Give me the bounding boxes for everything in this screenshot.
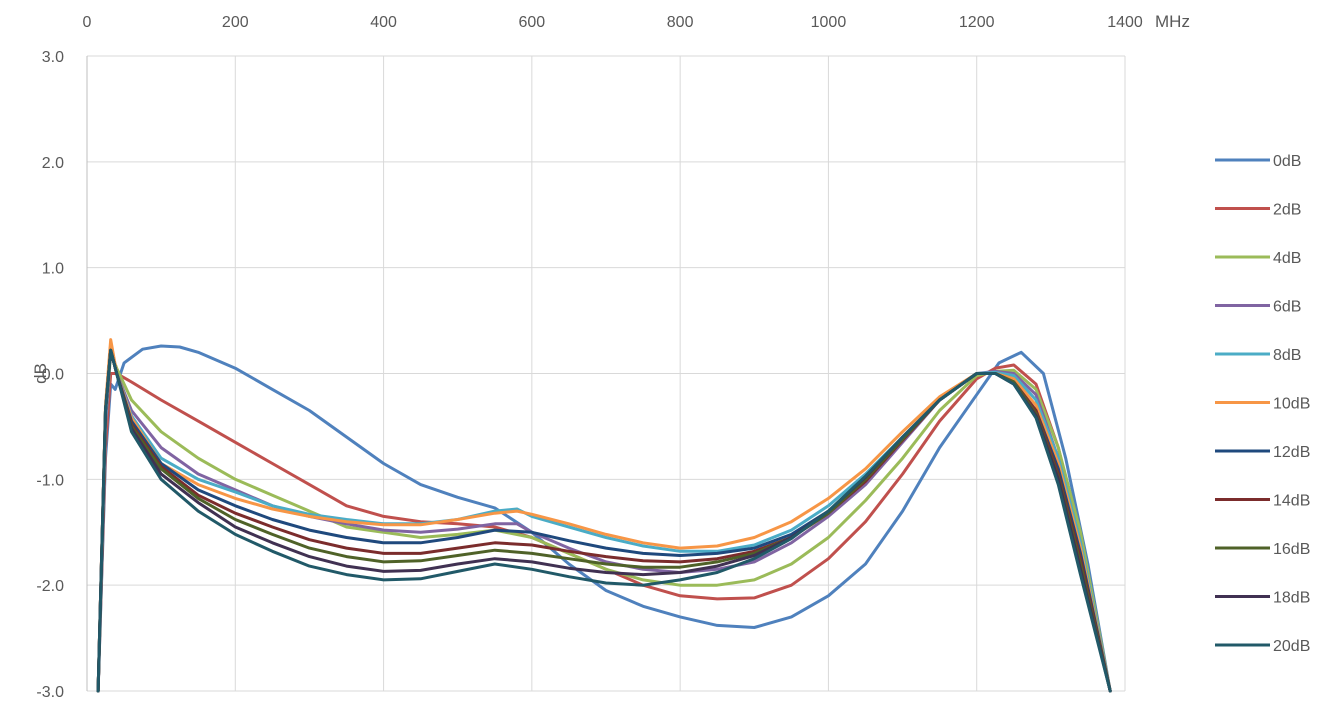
x-tick-label: 800 — [667, 14, 694, 31]
y-tick-label: -1.0 — [36, 472, 64, 489]
y-tick-label: 2.0 — [42, 155, 64, 172]
y-tick-label: 3.0 — [42, 49, 64, 66]
series-lines — [96, 338, 1112, 693]
legend-label-14dB: 14dB — [1273, 493, 1310, 510]
legend-label-2dB: 2dB — [1273, 202, 1301, 219]
y-tick-label: -3.0 — [36, 684, 64, 701]
x-tick-label: 1400 — [1107, 14, 1143, 31]
legend-label-16dB: 16dB — [1273, 541, 1310, 558]
y-axis-title: dB — [31, 363, 50, 384]
legend: 0dB 2dB 4dB 6dB 8dB 10dB 12dB 14dB 16dB 18dB 20dB — [1215, 153, 1310, 655]
x-tick-label: 0 — [83, 14, 92, 31]
legend-label-4dB: 4dB — [1273, 250, 1301, 267]
series-line-20dB — [96, 348, 1112, 693]
x-tick-label: 400 — [370, 14, 397, 31]
legend-label-0dB: 0dB — [1273, 153, 1301, 170]
legend-label-18dB: 18dB — [1273, 590, 1310, 607]
x-axis-tick-labels: 0 200 400 600 800 1000 1200 1400 — [83, 14, 1143, 31]
legend-label-6dB: 6dB — [1273, 299, 1301, 316]
legend-label-10dB: 10dB — [1273, 396, 1310, 413]
x-tick-label: 600 — [519, 14, 546, 31]
series-line-4dB — [96, 350, 1112, 693]
x-tick-label: 200 — [222, 14, 249, 31]
y-tick-label: 0.0 — [42, 367, 64, 384]
y-axis-tick-labels: 3.0 2.0 1.0 0.0 -1.0 -2.0 -3.0 — [36, 49, 64, 701]
x-tick-label: 1200 — [959, 14, 995, 31]
legend-label-20dB: 20dB — [1273, 638, 1310, 655]
x-tick-label: 1000 — [811, 14, 847, 31]
y-tick-label: 1.0 — [42, 261, 64, 278]
y-tick-label: -2.0 — [36, 578, 64, 595]
legend-label-8dB: 8dB — [1273, 347, 1301, 364]
legend-label-12dB: 12dB — [1273, 444, 1310, 461]
x-axis-title: MHz — [1155, 12, 1190, 31]
series-line-2dB — [96, 363, 1112, 693]
